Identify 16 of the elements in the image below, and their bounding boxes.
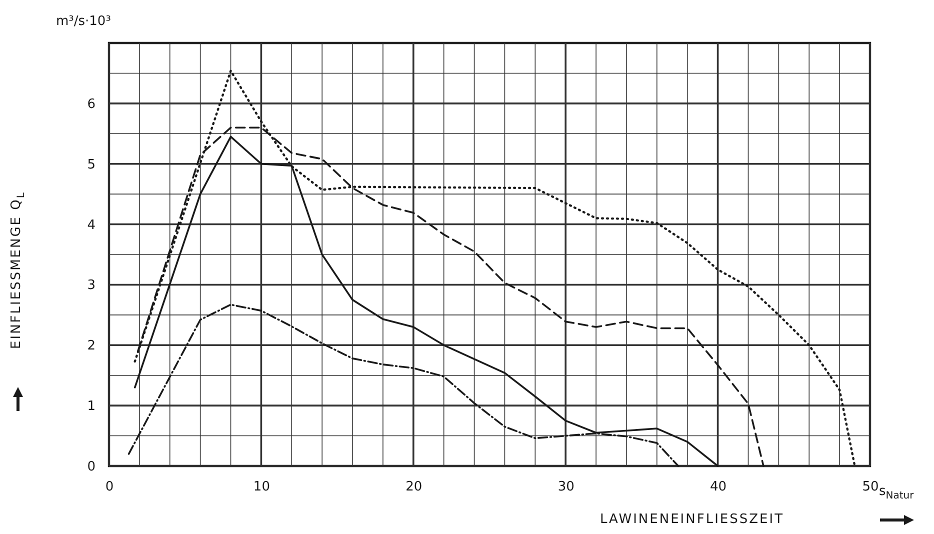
y-tick-label: 1 [87,399,96,414]
y-tick-label: 3 [87,278,96,294]
y-tick-label: 6 [87,96,96,112]
x-tick-label: 0 [105,480,114,494]
text: m³/s·10³ [56,14,111,29]
x-tick-label: 20 [406,480,422,494]
x-tick-label: 30 [558,480,574,494]
x-tick-label: 40 [710,480,727,494]
y-tick-label: 0 [87,460,96,474]
x-axis-title: LAWINENEINFLIESSZEIT [600,512,784,527]
y-tick-label: 5 [87,157,96,172]
x-tick-label: 10 [253,480,270,494]
y-tick-label: 2 [87,338,96,354]
text: s$_{Natur}$ [879,484,914,502]
y-tick-label: 4 [87,218,96,233]
x-tick-label: 50 [862,480,879,494]
